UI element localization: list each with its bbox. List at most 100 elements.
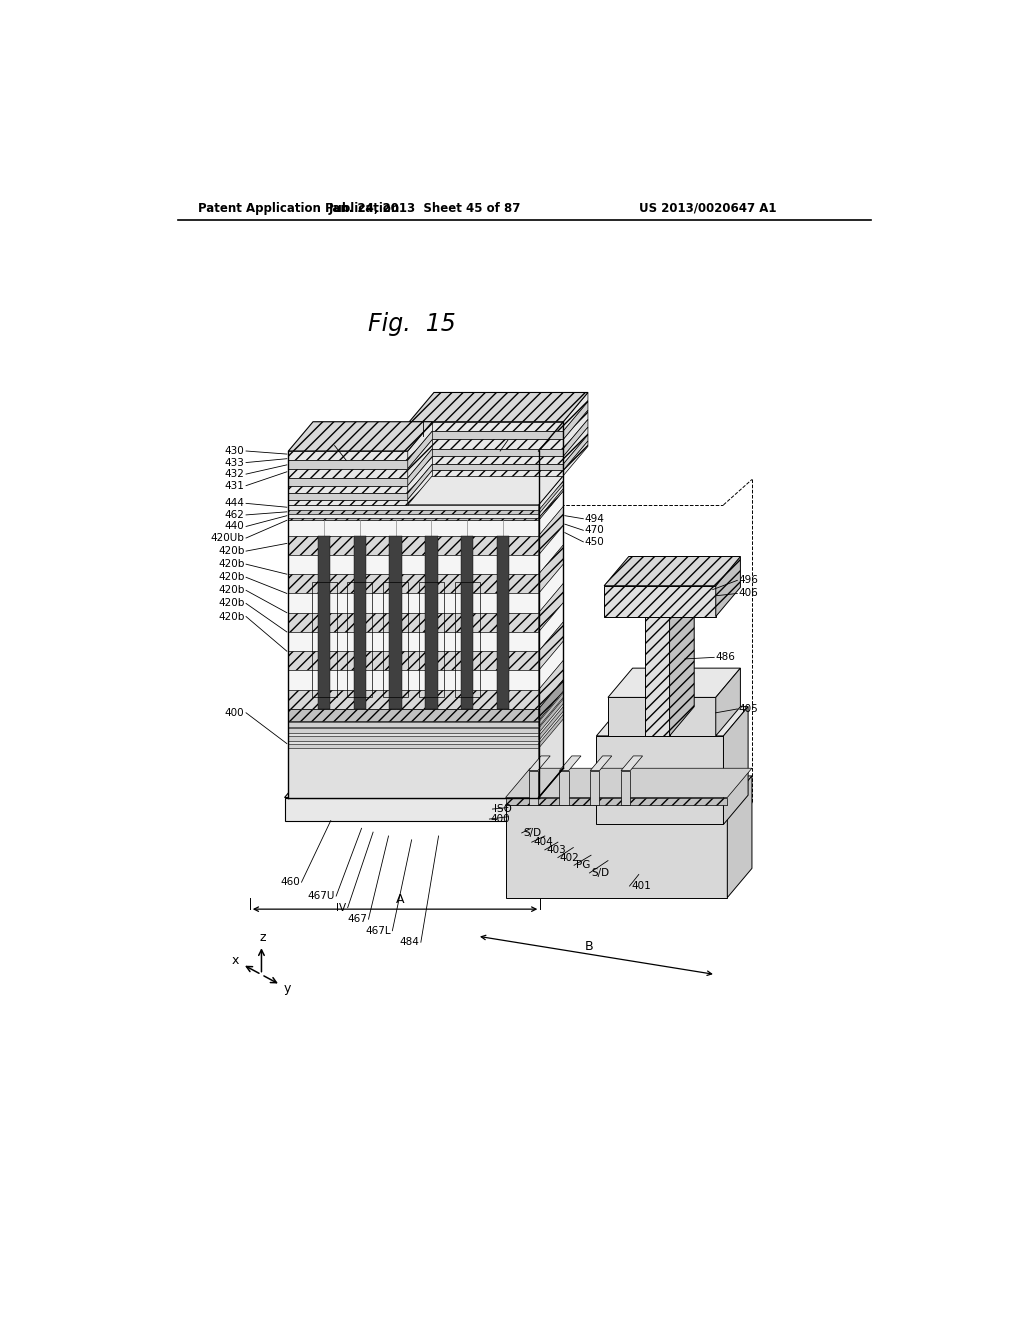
Text: 492: 492 <box>414 428 433 437</box>
Text: 494: 494 <box>498 446 518 457</box>
Text: 494: 494 <box>585 513 605 524</box>
Polygon shape <box>408 449 432 486</box>
Polygon shape <box>539 680 563 797</box>
Polygon shape <box>408 470 432 506</box>
Polygon shape <box>539 488 563 520</box>
Polygon shape <box>608 697 716 737</box>
Polygon shape <box>596 706 749 737</box>
Text: A: A <box>396 894 404 907</box>
Text: x: x <box>231 954 240 968</box>
Text: Jan. 24, 2013  Sheet 45 of 87: Jan. 24, 2013 Sheet 45 of 87 <box>329 202 521 215</box>
Polygon shape <box>289 671 539 689</box>
Polygon shape <box>539 660 563 709</box>
Polygon shape <box>410 422 563 430</box>
Polygon shape <box>716 557 740 616</box>
Polygon shape <box>645 616 670 737</box>
Text: 420b: 420b <box>218 546 245 556</box>
Polygon shape <box>563 392 588 430</box>
Text: 430: 430 <box>225 446 245 455</box>
Text: 406: 406 <box>739 589 759 598</box>
Text: 444: 444 <box>224 499 245 508</box>
Polygon shape <box>289 594 539 612</box>
Polygon shape <box>410 449 563 457</box>
Polygon shape <box>645 587 694 616</box>
Polygon shape <box>563 434 588 470</box>
Polygon shape <box>408 465 432 499</box>
Polygon shape <box>539 693 563 726</box>
Polygon shape <box>559 771 568 805</box>
Polygon shape <box>621 771 631 805</box>
Polygon shape <box>539 525 563 574</box>
Polygon shape <box>539 507 563 554</box>
Polygon shape <box>289 475 563 506</box>
Polygon shape <box>285 768 565 797</box>
Polygon shape <box>528 771 538 805</box>
Polygon shape <box>289 486 408 494</box>
Polygon shape <box>539 583 563 632</box>
Polygon shape <box>410 457 563 465</box>
Polygon shape <box>289 554 539 574</box>
Polygon shape <box>289 515 539 517</box>
Polygon shape <box>289 709 539 797</box>
Polygon shape <box>408 430 432 469</box>
Text: z: z <box>260 931 266 944</box>
Polygon shape <box>497 536 509 709</box>
Polygon shape <box>425 536 437 709</box>
Text: 431: 431 <box>224 480 245 491</box>
Polygon shape <box>289 729 539 733</box>
Polygon shape <box>621 756 643 771</box>
Polygon shape <box>539 603 563 651</box>
Text: 433: 433 <box>224 458 245 467</box>
Polygon shape <box>289 422 432 451</box>
Polygon shape <box>289 478 408 486</box>
Polygon shape <box>559 756 581 771</box>
Polygon shape <box>289 737 539 741</box>
Text: US 2013/0020647 A1: US 2013/0020647 A1 <box>639 202 776 215</box>
Polygon shape <box>604 557 740 586</box>
Polygon shape <box>289 651 539 671</box>
Polygon shape <box>539 680 563 721</box>
Text: 460: 460 <box>281 878 300 887</box>
Polygon shape <box>289 612 539 632</box>
Polygon shape <box>539 706 563 741</box>
Polygon shape <box>528 756 550 771</box>
Text: 482: 482 <box>325 451 344 462</box>
Polygon shape <box>410 392 588 422</box>
Polygon shape <box>289 709 539 721</box>
Text: S/D: S/D <box>523 828 542 838</box>
Polygon shape <box>506 776 752 805</box>
Text: 467U: 467U <box>307 891 335 902</box>
Text: PG: PG <box>575 861 590 870</box>
Polygon shape <box>670 587 694 737</box>
Polygon shape <box>410 440 563 449</box>
Polygon shape <box>289 469 408 478</box>
Polygon shape <box>289 722 539 726</box>
Text: 420Ub: 420Ub <box>211 533 245 543</box>
Polygon shape <box>289 494 408 499</box>
Polygon shape <box>289 499 408 506</box>
Text: 450: 450 <box>585 537 604 546</box>
Text: 401: 401 <box>631 880 651 891</box>
Polygon shape <box>285 797 541 821</box>
Polygon shape <box>539 545 563 594</box>
Polygon shape <box>289 517 539 520</box>
Polygon shape <box>410 465 563 470</box>
Text: 403: 403 <box>547 845 566 855</box>
Polygon shape <box>289 506 539 511</box>
Polygon shape <box>353 536 367 709</box>
Text: 420b: 420b <box>218 598 245 609</box>
Polygon shape <box>389 536 401 709</box>
Polygon shape <box>289 461 408 469</box>
Polygon shape <box>539 700 563 733</box>
Polygon shape <box>727 776 752 898</box>
Polygon shape <box>596 737 724 825</box>
Text: IV: IV <box>336 903 346 912</box>
Polygon shape <box>289 536 539 554</box>
Text: 484: 484 <box>399 937 419 948</box>
Text: S/D: S/D <box>591 869 609 878</box>
Polygon shape <box>604 586 716 616</box>
Polygon shape <box>563 411 588 449</box>
Text: 420b: 420b <box>218 611 245 622</box>
Polygon shape <box>539 480 563 515</box>
Text: 496: 496 <box>739 576 759 585</box>
